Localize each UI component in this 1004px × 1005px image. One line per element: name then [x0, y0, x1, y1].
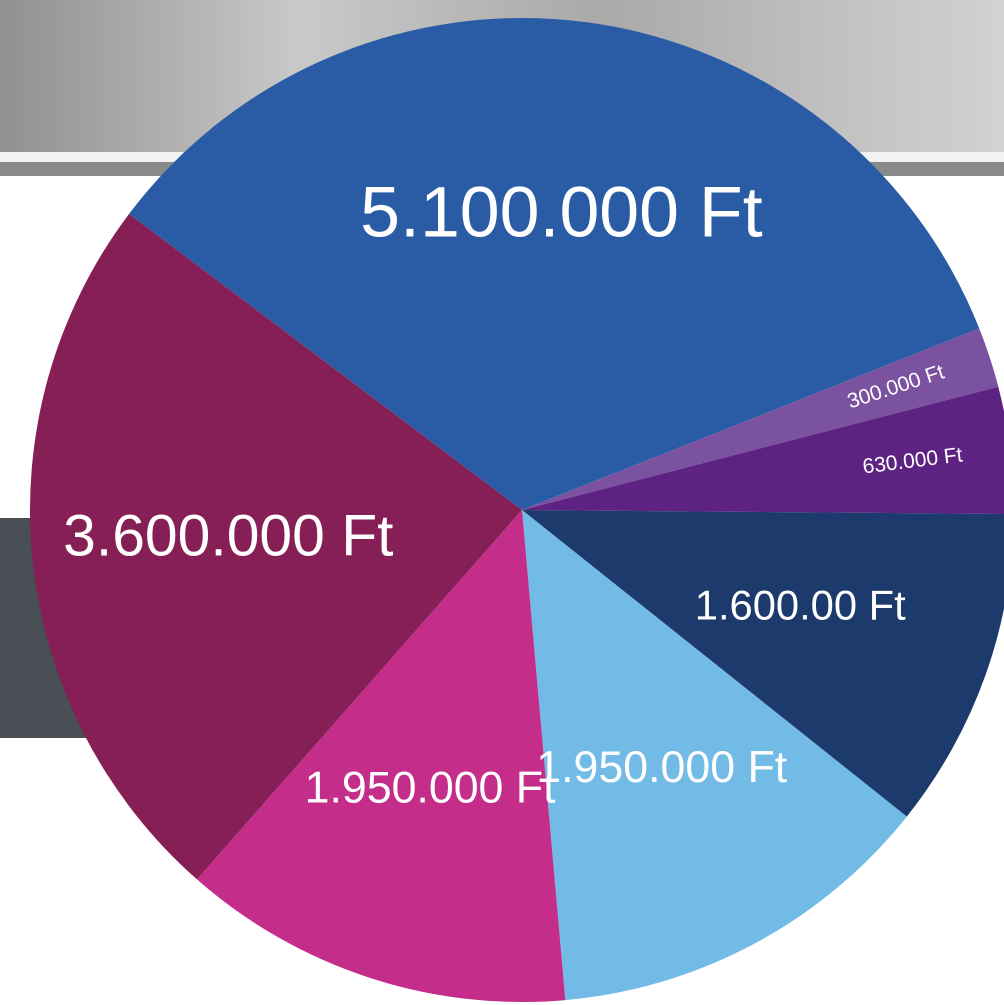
page: 5.100.000 Ft300.000 Ft630.000 Ft1.600.00… [0, 0, 1004, 1005]
slice-label: 1.950.000 Ft [305, 763, 557, 812]
slice-label: 3.600.000 Ft [63, 504, 393, 569]
slice-label: 1.600.00 Ft [695, 582, 906, 629]
slice-label: 1.950.000 Ft [536, 743, 788, 792]
slice-label: 5.100.000 Ft [360, 172, 763, 252]
chart: 5.100.000 Ft300.000 Ft630.000 Ft1.600.00… [0, 0, 1004, 1005]
